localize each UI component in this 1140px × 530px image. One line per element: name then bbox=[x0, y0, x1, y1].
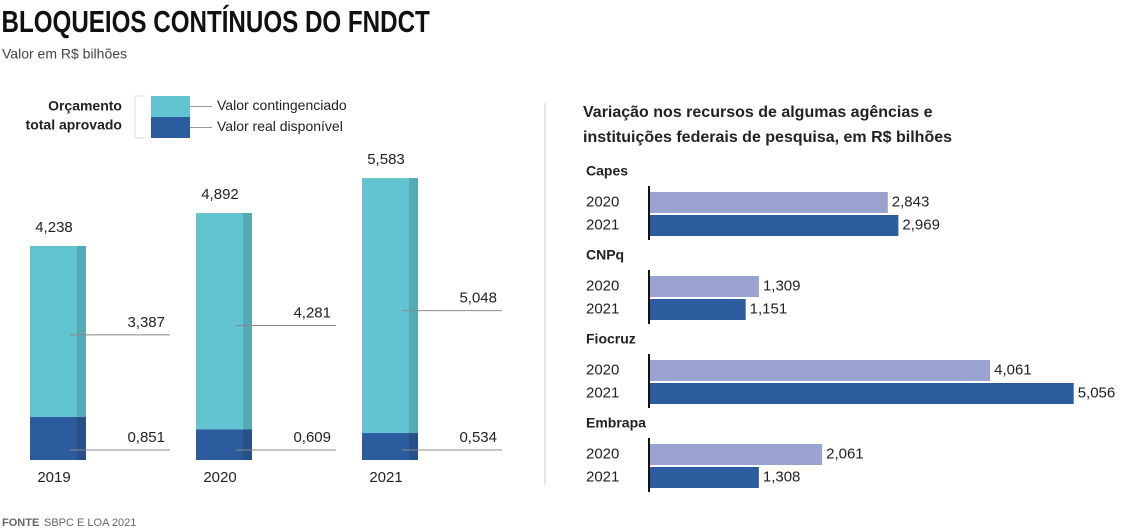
category-label: Capes bbox=[586, 163, 628, 179]
bar-segment bbox=[362, 433, 418, 460]
subtitle: Valor em R$ bilhões bbox=[2, 46, 127, 62]
bar bbox=[649, 276, 759, 297]
category-label: Embrapa bbox=[586, 415, 646, 431]
value-label: 5,048 bbox=[459, 290, 497, 307]
total-label: 4,892 bbox=[201, 186, 239, 203]
bar bbox=[649, 360, 991, 381]
series-label: 2020 bbox=[586, 277, 619, 294]
legend-swatch bbox=[151, 117, 190, 138]
title: BLOQUEIOS CONTÍNUOS DO FNDCT bbox=[2, 4, 430, 39]
value-label: 4,281 bbox=[293, 304, 331, 321]
source-text: SBPC E LOA 2021 bbox=[44, 517, 136, 529]
bar-segment-edge bbox=[243, 429, 252, 460]
chart-title: instituições federais de pesquisa, em R$… bbox=[583, 129, 952, 146]
series-label: 2020 bbox=[586, 445, 619, 462]
value-label: 0,851 bbox=[127, 429, 165, 446]
bar-segment-edge bbox=[77, 245, 86, 418]
x-tick-label: 2019 bbox=[37, 469, 70, 486]
bar-segment bbox=[362, 178, 418, 434]
series-label: 2020 bbox=[586, 361, 619, 378]
value-label: 3,387 bbox=[127, 314, 165, 331]
chart-title: Variação nos recursos de algumas agência… bbox=[583, 104, 933, 121]
bar-segment-edge bbox=[409, 178, 418, 434]
value-label: 2,969 bbox=[902, 216, 940, 233]
bar-segment-edge bbox=[409, 433, 418, 460]
bar-segment bbox=[30, 417, 86, 460]
bar bbox=[649, 467, 759, 488]
value-label: 1,151 bbox=[750, 300, 788, 317]
series-label: 2021 bbox=[586, 300, 619, 317]
bar bbox=[649, 299, 746, 320]
value-label: 0,534 bbox=[459, 429, 497, 446]
bar-segment bbox=[196, 213, 252, 430]
legend-title: Orçamento bbox=[48, 98, 122, 114]
value-label: 2,843 bbox=[892, 193, 930, 210]
bar-segment bbox=[30, 245, 86, 418]
value-label: 2,061 bbox=[826, 445, 864, 462]
source-label: FONTE bbox=[2, 517, 39, 529]
legend-label: Valor contingenciado bbox=[217, 97, 347, 113]
series-label: 2021 bbox=[586, 216, 619, 233]
value-label: 0,609 bbox=[293, 429, 331, 446]
value-label: 5,056 bbox=[1078, 384, 1116, 401]
value-label: 1,309 bbox=[763, 277, 801, 294]
total-label: 4,238 bbox=[35, 219, 73, 236]
category-label: CNPq bbox=[586, 247, 624, 263]
bar bbox=[649, 444, 823, 465]
series-label: 2021 bbox=[586, 468, 619, 485]
legend-title: total aprovado bbox=[26, 117, 122, 133]
bar bbox=[649, 383, 1074, 404]
category-label: Fiocruz bbox=[586, 331, 636, 347]
legend-swatch bbox=[151, 96, 190, 117]
series-label: 2020 bbox=[586, 193, 619, 210]
bar-segment bbox=[196, 429, 252, 460]
legend-bracket bbox=[134, 95, 145, 139]
bar-segment-edge bbox=[243, 213, 252, 430]
series-label: 2021 bbox=[586, 384, 619, 401]
bar-segment-edge bbox=[77, 417, 86, 460]
value-label: 4,061 bbox=[994, 361, 1032, 378]
legend-label: Valor real disponível bbox=[217, 118, 343, 134]
x-tick-label: 2021 bbox=[369, 469, 402, 486]
total-label: 5,583 bbox=[367, 151, 405, 168]
x-tick-label: 2020 bbox=[203, 469, 236, 486]
bar bbox=[649, 192, 888, 213]
value-label: 1,308 bbox=[763, 468, 801, 485]
bar bbox=[649, 215, 899, 236]
